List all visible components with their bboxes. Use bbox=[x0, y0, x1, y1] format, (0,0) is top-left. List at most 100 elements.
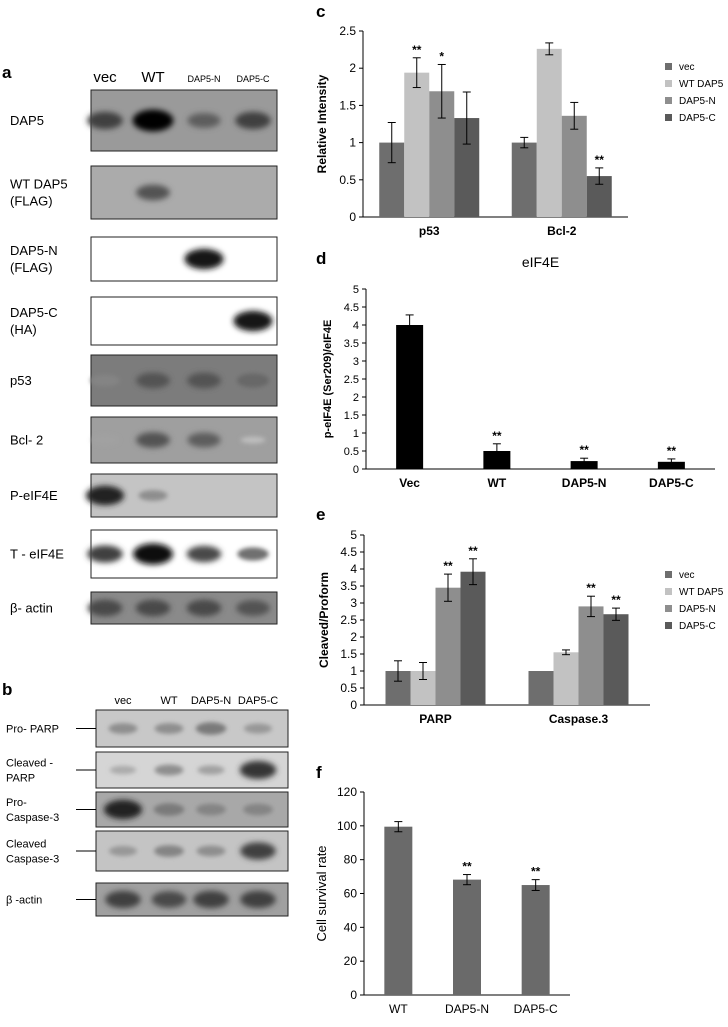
y-tick-label: 3.5 bbox=[340, 579, 357, 593]
blot-row-label: Bcl- 2 bbox=[10, 433, 43, 448]
blot-row-label: β- actin bbox=[10, 601, 53, 616]
blot-band bbox=[186, 545, 222, 563]
lane-label: DAP5-C bbox=[238, 695, 278, 707]
y-axis-label: Cell survival rate bbox=[314, 845, 329, 941]
blot-band bbox=[187, 372, 221, 389]
significance-marker: ** bbox=[595, 153, 605, 167]
blot-row-label: P-eIF4E bbox=[10, 488, 58, 503]
blot-band bbox=[135, 599, 171, 617]
blot-band bbox=[151, 891, 187, 908]
bar bbox=[384, 826, 413, 995]
y-tick-label: 3 bbox=[353, 356, 359, 368]
y-tick-label: 0.5 bbox=[339, 173, 356, 187]
legend-swatch bbox=[665, 605, 672, 612]
y-tick-label: 2.5 bbox=[339, 24, 356, 38]
blot-band bbox=[105, 890, 141, 909]
y-axis-label: Relative Intensity bbox=[315, 74, 329, 173]
x-category-label: DAP5-N bbox=[562, 476, 607, 490]
y-tick-label: 1.5 bbox=[339, 98, 356, 112]
y-tick-label: 5 bbox=[350, 528, 357, 542]
significance-marker: ** bbox=[412, 43, 422, 57]
legend-swatch bbox=[665, 97, 672, 104]
bar bbox=[553, 652, 579, 705]
y-tick-label: 2 bbox=[353, 392, 359, 404]
blot-band bbox=[91, 435, 119, 445]
chart-e: 0 0.5 1 1.5 2 2.5 3 3.5 4 4.5 5 Cleaved/Proform PARP… bbox=[317, 528, 724, 726]
blot-row-label: DAP5 bbox=[10, 113, 44, 128]
significance-marker: ** bbox=[443, 559, 453, 573]
legend-label: WT DAP5 bbox=[679, 79, 724, 90]
blot-band bbox=[132, 109, 174, 132]
legend-label: vec bbox=[679, 570, 695, 581]
blot-band bbox=[136, 184, 170, 201]
lane-label: DAP5-C bbox=[236, 74, 270, 84]
y-tick-label: 0 bbox=[353, 464, 359, 476]
legend-swatch bbox=[665, 80, 672, 87]
western-blot-b: vec WT DAP5-N DAP5-C Pro- PARP Cleaved - PARP P… bbox=[6, 695, 289, 917]
lane-label: vec bbox=[93, 69, 117, 86]
y-tick-label: 60 bbox=[344, 887, 358, 901]
blot-band bbox=[87, 599, 123, 617]
blot-band bbox=[195, 722, 227, 735]
blot-band bbox=[108, 846, 138, 856]
y-tick-label: 4 bbox=[353, 320, 359, 332]
bar bbox=[483, 451, 511, 469]
blot-band bbox=[153, 803, 185, 816]
blot-band bbox=[154, 723, 184, 734]
blot-band bbox=[90, 374, 120, 387]
y-tick-label: 0 bbox=[349, 210, 356, 224]
legend-label: DAP5-C bbox=[679, 621, 716, 632]
blot-band bbox=[236, 600, 270, 616]
significance-marker: ** bbox=[462, 860, 472, 874]
blot-band bbox=[197, 765, 225, 775]
bar bbox=[603, 614, 629, 705]
x-category-label: DAP5-N bbox=[445, 1002, 489, 1016]
blot-band bbox=[184, 248, 224, 270]
significance-marker: ** bbox=[667, 444, 677, 458]
blot-band bbox=[193, 890, 229, 909]
blot-row-label: Cleaved - bbox=[6, 757, 53, 769]
western-blot-a: vec WT DAP5-N DAP5-C DAP5 WT DAP5 (FLAG) DAP5-N… bbox=[10, 69, 278, 625]
blot-row-label: (FLAG) bbox=[10, 260, 53, 275]
panel-letter-d: d bbox=[316, 249, 326, 268]
panel-letter-e: e bbox=[316, 505, 325, 524]
y-axis-label: p-eIF4E (Ser209)/eIF4E bbox=[322, 320, 334, 439]
lane-label: vec bbox=[114, 695, 132, 707]
blot-row-label: Caspase-3 bbox=[6, 812, 59, 824]
blot-band bbox=[87, 111, 123, 130]
bar bbox=[578, 606, 604, 705]
lane-label: DAP5-N bbox=[187, 74, 220, 84]
bar bbox=[570, 461, 598, 469]
blot-band bbox=[196, 803, 226, 816]
blot-band bbox=[154, 764, 184, 776]
blot-row-label: T - eIF4E bbox=[10, 547, 64, 562]
chart-f: 0 20 40 60 80 100 120 Cell survival rate WT DAP5-… bbox=[314, 785, 570, 1016]
blot-band bbox=[133, 543, 173, 565]
y-tick-label: 4 bbox=[350, 562, 357, 576]
lane-label: WT bbox=[141, 69, 164, 86]
blot-band bbox=[237, 547, 269, 561]
blot-band bbox=[85, 485, 125, 506]
blot-row-label: DAP5-N bbox=[10, 243, 58, 258]
x-category-label: Bcl-2 bbox=[547, 224, 577, 238]
x-category-label: WT bbox=[389, 1002, 408, 1016]
y-tick-label: 4.5 bbox=[340, 545, 357, 559]
y-tick-label: 4.5 bbox=[344, 302, 359, 314]
blot-band bbox=[240, 842, 276, 860]
blot-band bbox=[103, 799, 143, 820]
blot-strip bbox=[90, 236, 278, 282]
blot-band bbox=[154, 845, 184, 857]
panel-letter-c: c bbox=[316, 2, 325, 21]
blot-band bbox=[233, 310, 273, 332]
y-tick-label: 3 bbox=[350, 596, 357, 610]
blot-row-label: β -actin bbox=[6, 894, 42, 906]
blot-row-label: DAP5-C bbox=[10, 305, 58, 320]
blot-band bbox=[136, 432, 170, 448]
significance-marker: ** bbox=[579, 443, 589, 457]
blot-band bbox=[187, 113, 221, 128]
blot-band bbox=[186, 599, 222, 617]
bar bbox=[536, 48, 562, 217]
x-category-label: Caspase.3 bbox=[549, 712, 609, 726]
x-category-label: PARP bbox=[419, 712, 451, 726]
